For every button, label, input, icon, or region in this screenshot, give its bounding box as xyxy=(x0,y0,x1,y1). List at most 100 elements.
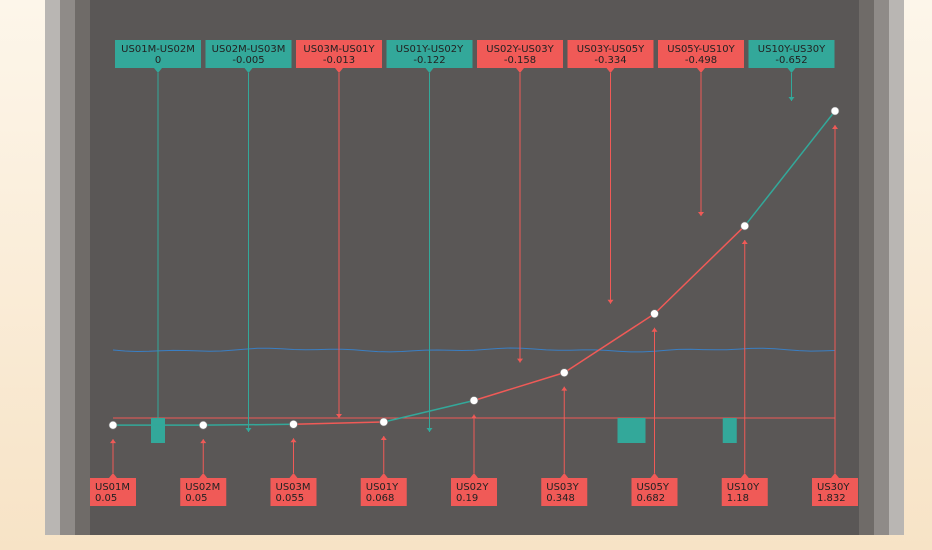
spread-label-value: -0.652 xyxy=(775,55,807,66)
spread-label-box xyxy=(296,40,382,68)
spread-label-name: US03M-US01Y xyxy=(303,44,375,55)
point-label-value: 0.348 xyxy=(546,493,575,504)
curve-segment xyxy=(563,313,655,374)
spread-label-value: -0.122 xyxy=(413,55,445,66)
spread-label-name: US10Y-US30Y xyxy=(758,44,826,55)
point-connector-arrow xyxy=(832,125,838,129)
spread-connector-arrow xyxy=(788,97,795,101)
point-label-box xyxy=(812,478,858,506)
curve-segment xyxy=(744,110,836,227)
spread-label-name: US05Y-US10Y xyxy=(667,44,735,55)
spread-label-value: -0.013 xyxy=(323,55,355,66)
point-connector-arrow xyxy=(741,239,748,244)
data-point xyxy=(289,420,298,429)
point-label-value: 1.832 xyxy=(817,493,846,504)
point-label-value: 0.05 xyxy=(185,493,207,504)
point-connector-arrow xyxy=(200,439,207,444)
point-label-name: US02M xyxy=(185,482,220,493)
point-label-name: US03M xyxy=(276,482,311,493)
point-label-value: 0.068 xyxy=(366,493,395,504)
spread-label-pointer xyxy=(244,68,253,73)
point-label-value: 0.05 xyxy=(95,493,117,504)
spread-label-pointer xyxy=(606,68,615,73)
data-point xyxy=(740,221,750,231)
data-point xyxy=(108,420,118,430)
spread-connector-arrow xyxy=(155,428,161,432)
point-label-name: US02Y xyxy=(456,482,489,493)
spread-label-box xyxy=(477,40,563,68)
curve-segment xyxy=(293,421,384,426)
curve-segment xyxy=(203,423,294,426)
point-label-box xyxy=(180,478,227,506)
point-label-value: 1.18 xyxy=(727,493,749,504)
point-label-pointer xyxy=(740,473,749,478)
point-label-value: 0.682 xyxy=(637,493,666,504)
spread-label-value: -0.334 xyxy=(594,55,626,66)
background-series-line xyxy=(112,347,836,353)
data-point xyxy=(198,420,208,430)
spread-connector-arrow xyxy=(698,211,704,216)
point-label-box xyxy=(360,478,407,506)
spread-label-name: US02Y-US03Y xyxy=(486,44,554,55)
point-label-pointer xyxy=(560,473,569,478)
point-connector-arrow xyxy=(561,386,568,391)
spread-label-value: 0 xyxy=(155,55,161,66)
point-connector-arrow xyxy=(290,438,297,443)
data-point xyxy=(469,396,479,405)
point-label-pointer xyxy=(831,473,839,478)
point-label-box xyxy=(270,478,317,506)
point-label-name: US05Y xyxy=(637,482,670,493)
point-label-pointer xyxy=(470,473,478,478)
point-label-box xyxy=(631,478,678,506)
point-label-value: 0.19 xyxy=(456,493,478,504)
spread-label-name: US02M-US03M xyxy=(212,44,286,55)
spread-label-pointer xyxy=(697,68,705,73)
point-label-box xyxy=(451,478,497,506)
curve-segment xyxy=(653,225,746,315)
spread-label-name: US03Y-US05Y xyxy=(577,44,645,55)
spread-label-box xyxy=(658,40,744,68)
data-point xyxy=(650,309,659,319)
point-connector-arrow xyxy=(110,439,116,444)
spread-label-box xyxy=(115,40,201,68)
data-point xyxy=(379,417,389,427)
data-point xyxy=(559,368,569,377)
spread-label-pointer xyxy=(787,68,796,73)
histogram-bar xyxy=(722,418,737,443)
point-label-box xyxy=(721,478,768,506)
curve-segment xyxy=(473,371,565,402)
point-label-value: 0.055 xyxy=(276,493,305,504)
spread-connector-arrow xyxy=(607,299,614,304)
spread-label-value: -0.005 xyxy=(232,55,264,66)
point-label-pointer xyxy=(650,473,659,478)
spread-label-box xyxy=(567,40,654,68)
spread-label-box xyxy=(386,40,473,68)
spread-connector-arrow xyxy=(245,428,252,432)
point-label-pointer xyxy=(109,473,117,478)
point-connector-arrow xyxy=(651,327,658,332)
spread-connector-arrow xyxy=(336,414,342,418)
spread-label-name: US01M-US02M xyxy=(121,44,195,55)
point-label-name: US01M xyxy=(95,482,130,493)
spread-label-box xyxy=(205,40,292,68)
point-label-name: US01Y xyxy=(366,482,399,493)
spread-label-pointer xyxy=(154,68,162,73)
spread-label-pointer xyxy=(335,68,343,73)
point-label-pointer xyxy=(199,473,208,478)
data-point xyxy=(830,106,840,116)
spread-label-pointer xyxy=(516,68,524,73)
histogram-bar xyxy=(617,418,632,443)
point-connector-arrow xyxy=(471,414,477,419)
curve-segment xyxy=(383,399,475,423)
point-label-pointer xyxy=(289,473,298,478)
histogram-bar xyxy=(631,418,646,443)
spread-label-box xyxy=(748,40,835,68)
point-connector-arrow xyxy=(380,436,387,441)
point-label-name: US03Y xyxy=(546,482,579,493)
spread-connector-arrow xyxy=(517,358,523,363)
spread-label-value: -0.158 xyxy=(504,55,536,66)
point-label-box xyxy=(541,478,588,506)
point-label-box xyxy=(90,478,136,506)
spread-label-pointer xyxy=(425,68,434,73)
